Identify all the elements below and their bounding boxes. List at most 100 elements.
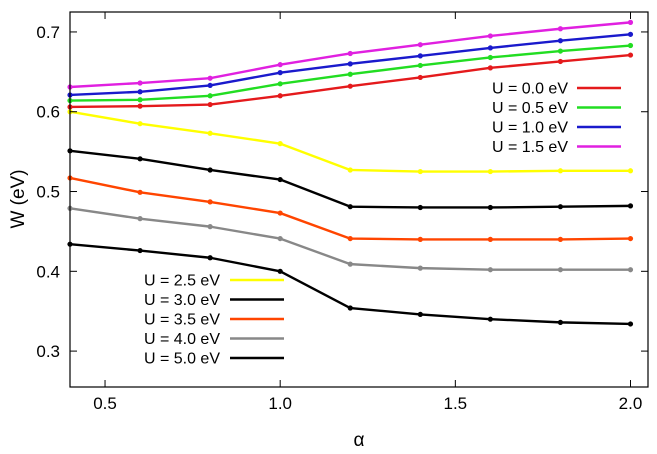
data-point: [277, 176, 283, 183]
x-tick-label: 2.0: [619, 394, 643, 413]
legend-entry-label: U = 5.0 eV: [144, 351, 220, 368]
plot-frame: [69, 11, 649, 388]
legend-entry-label: U = 0.5 eV: [492, 100, 568, 117]
x-tick-label: 0.5: [93, 394, 117, 413]
data-point: [137, 103, 143, 109]
data-point: [207, 199, 213, 205]
data-point: [207, 130, 213, 136]
data-point: [277, 81, 283, 87]
x-tick-label: 1.5: [444, 394, 468, 413]
data-point: [137, 89, 143, 95]
data-point: [207, 82, 213, 89]
data-point: [557, 204, 564, 210]
data-point: [627, 168, 634, 174]
data-point: [347, 167, 353, 173]
data-point: [417, 53, 423, 59]
legend-lower: U = 2.5 eV U = 3.0 eV U = 3.5 eV U = 4.0 eV…: [144, 273, 284, 368]
data-point: [487, 236, 493, 242]
data-point: [137, 156, 143, 162]
data-point: [277, 141, 283, 147]
legend-entry-label: U = 3.0 eV: [144, 292, 220, 309]
data-point: [347, 305, 353, 311]
y-axis-label: W (eV): [8, 169, 29, 228]
legend-entry-label: U = 2.5 eV: [144, 273, 220, 290]
y-tick-label: 0.7: [36, 23, 60, 42]
data-point: [627, 42, 634, 49]
legend-entry-label: U = 0.0 eV: [492, 81, 568, 98]
data-point: [277, 70, 283, 76]
data-point: [277, 62, 283, 68]
data-point: [417, 204, 423, 211]
data-point: [137, 189, 143, 195]
data-point: [417, 236, 423, 242]
data-point: [487, 54, 493, 61]
data-point: [347, 61, 353, 67]
data-point: [627, 267, 634, 273]
data-point: [207, 75, 213, 81]
data-point: [417, 62, 423, 69]
legend-entry-label: U = 3.5 eV: [144, 312, 220, 329]
data-point: [487, 204, 493, 211]
series-line-6: [69, 149, 631, 209]
data-point: [207, 224, 213, 230]
data-point: [137, 216, 143, 222]
data-point: [487, 267, 493, 273]
data-point: [347, 83, 353, 89]
data-point: [487, 45, 493, 51]
data-point: [557, 319, 564, 325]
data-point: [487, 168, 493, 175]
data-point: [417, 265, 423, 271]
data-point: [207, 101, 213, 108]
data-point: [347, 50, 353, 57]
legend-entry-label: U = 4.0 eV: [144, 331, 220, 348]
data-point: [347, 204, 353, 210]
data-point: [557, 236, 564, 242]
data-point: [347, 71, 353, 77]
x-axis-label: α: [354, 430, 365, 451]
data-point: [627, 19, 634, 25]
data-point: [137, 121, 143, 127]
legend-upper: U = 0.0 eV U = 0.5 eV U = 1.0 eV U = 1.5 eV: [492, 81, 621, 156]
data-point: [557, 168, 564, 174]
data-point: [487, 316, 493, 322]
data-point: [137, 97, 143, 103]
data-point: [277, 93, 283, 99]
data-point: [627, 321, 634, 327]
data-point: [557, 58, 564, 65]
x-axis: 0.5 1.0 1.5 2.0: [93, 12, 642, 413]
data-point: [137, 80, 143, 86]
legend-entry-label: U = 1.0 eV: [492, 120, 568, 137]
data-point: [627, 235, 634, 242]
data-point: [207, 93, 213, 99]
data-point: [277, 235, 283, 242]
plot-content: [67, 19, 634, 327]
data-point: [487, 65, 493, 71]
legend-entry-label: U = 1.5 eV: [492, 139, 568, 156]
data-point: [417, 311, 423, 317]
data-point: [277, 210, 283, 216]
y-tick-label: 0.6: [36, 103, 60, 122]
data-point: [627, 203, 634, 209]
data-point: [137, 247, 143, 254]
y-tick-label: 0.4: [36, 262, 60, 281]
data-point: [557, 267, 564, 273]
data-point: [277, 268, 283, 274]
data-point: [417, 42, 423, 48]
data-point: [347, 235, 353, 242]
y-tick-label: 0.3: [36, 342, 60, 361]
y-axis: 0.3 0.4 0.5 0.6 0.7: [36, 23, 648, 361]
data-point: [417, 74, 423, 81]
data-point: [207, 255, 213, 261]
data-point: [627, 31, 634, 37]
data-point: [347, 261, 353, 267]
data-point: [487, 33, 493, 39]
data-point: [557, 48, 564, 54]
data-point: [417, 168, 423, 175]
x-tick-label: 1.0: [268, 394, 292, 413]
y-tick-label: 0.5: [36, 183, 60, 202]
data-point: [207, 167, 213, 173]
data-point: [557, 38, 564, 44]
data-point: [627, 52, 634, 58]
data-point: [557, 26, 564, 32]
